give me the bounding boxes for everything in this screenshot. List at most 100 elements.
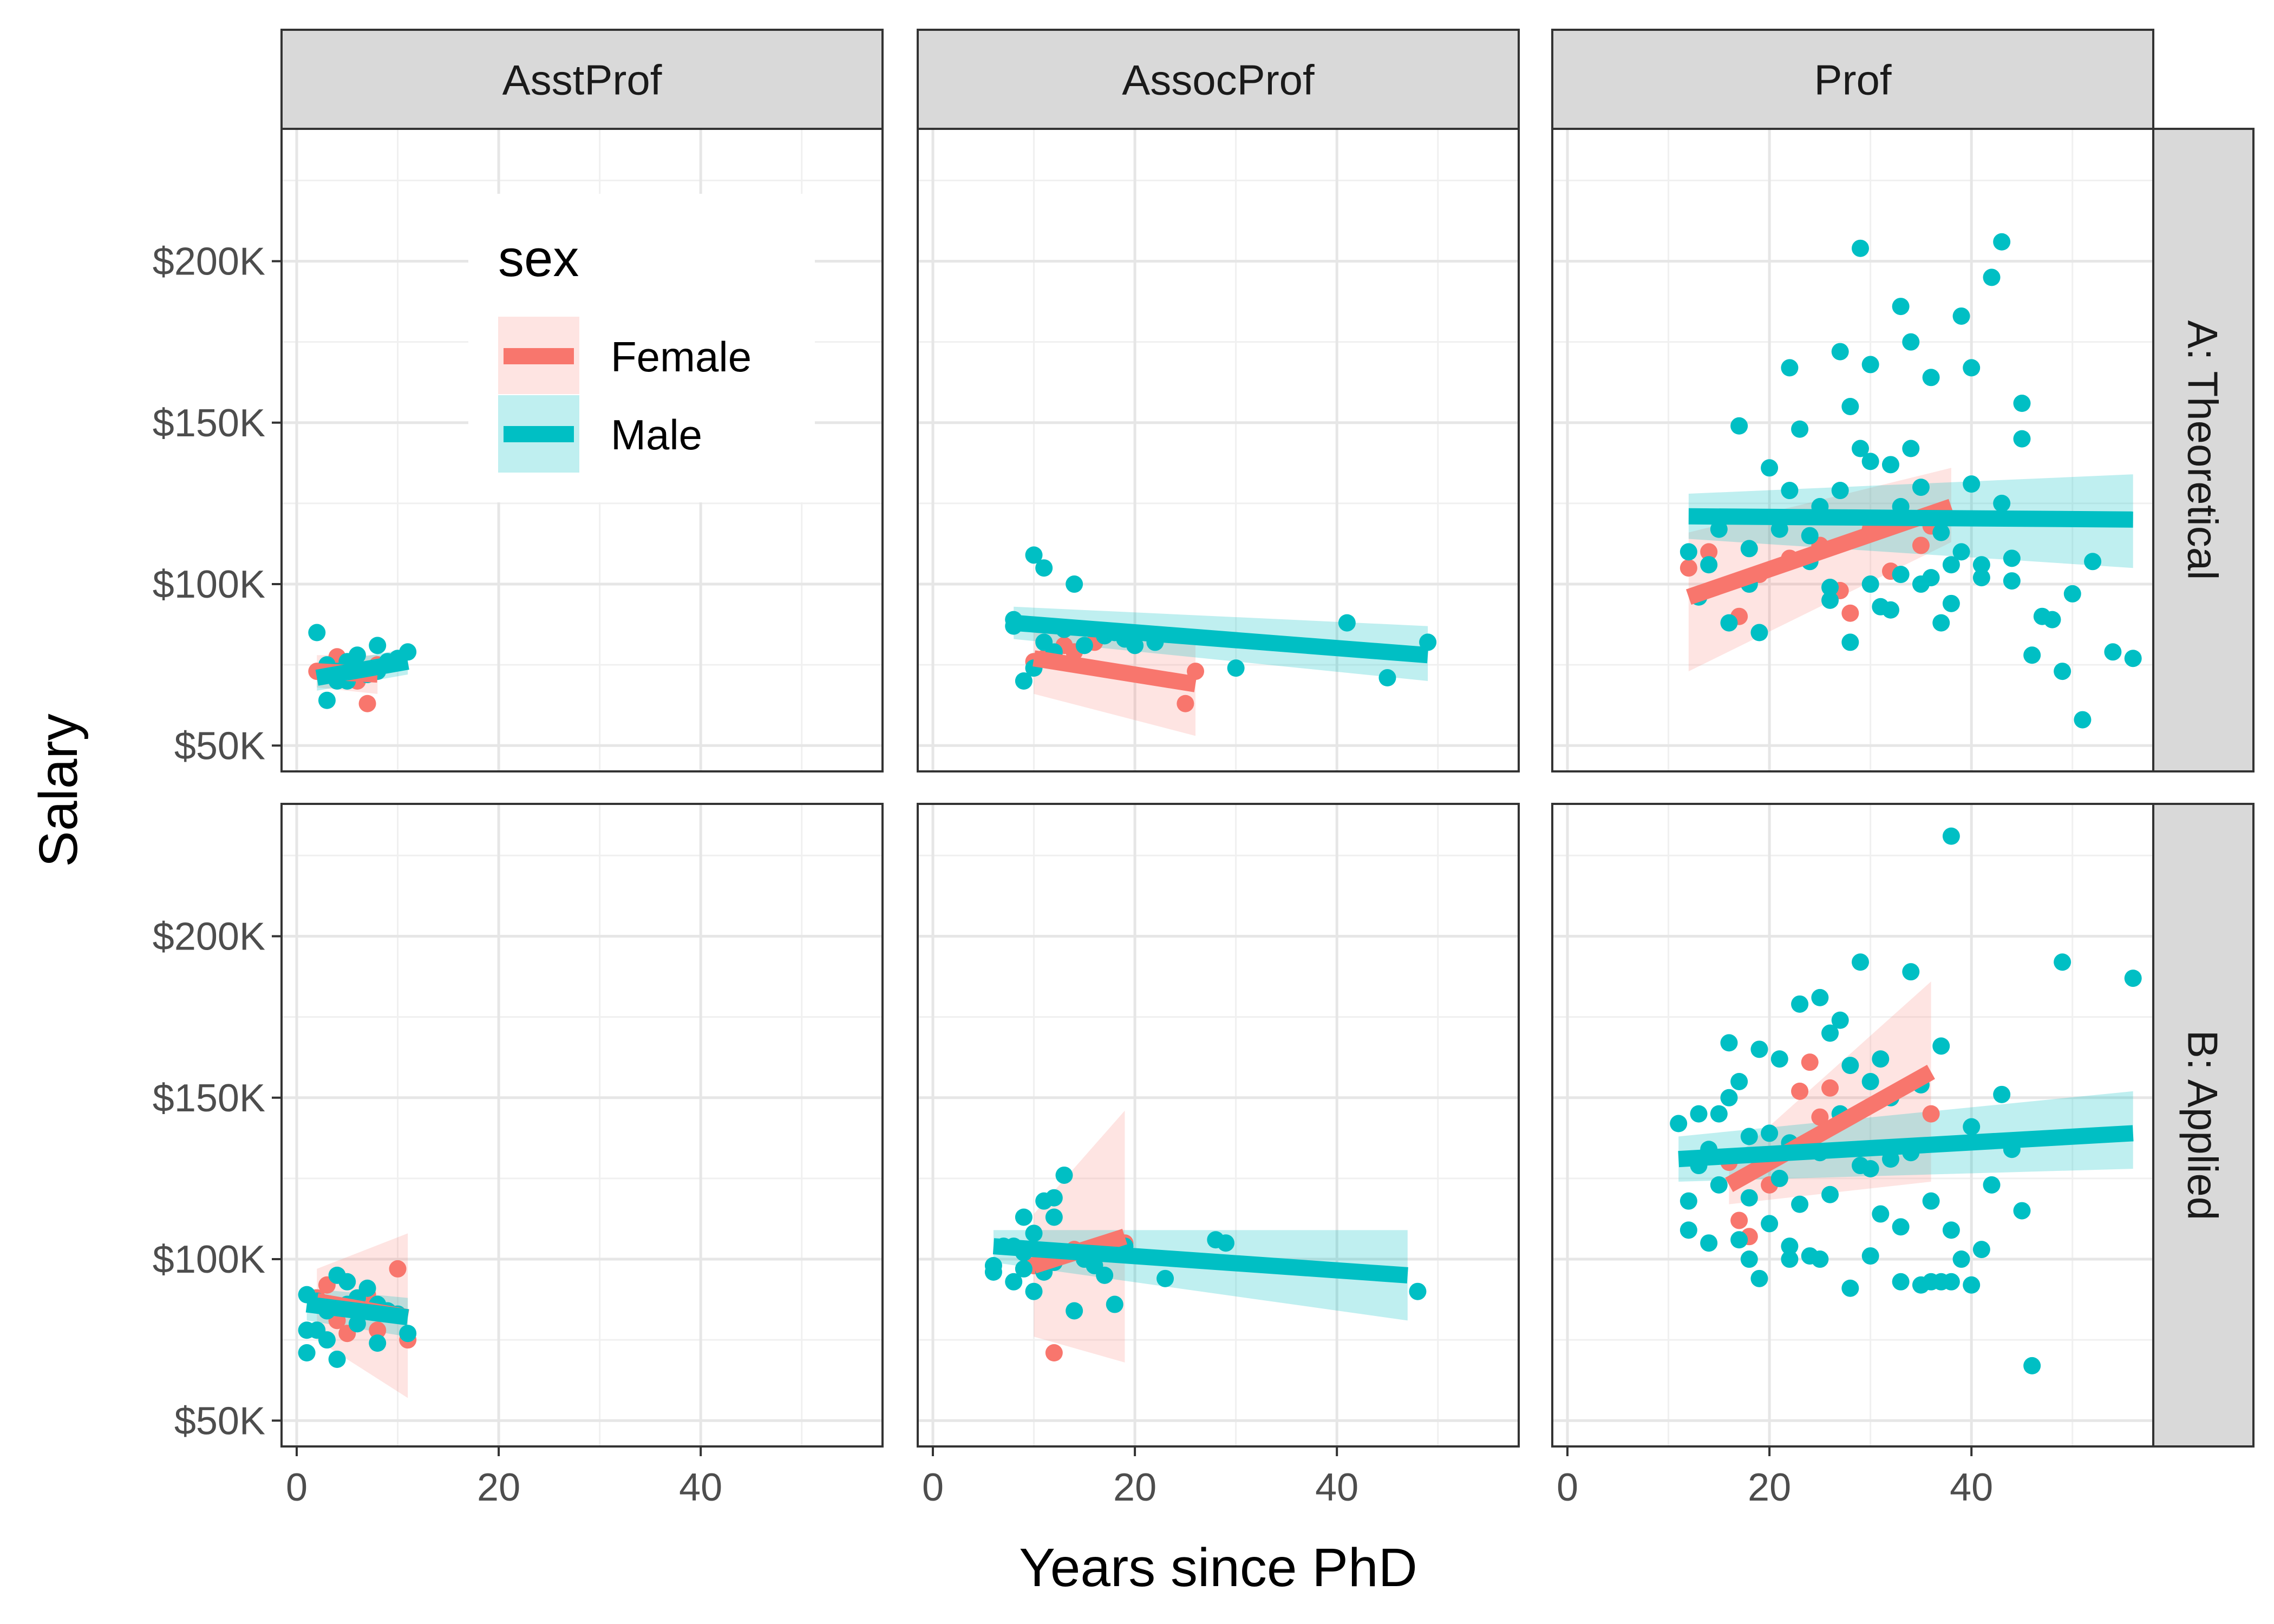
- data-point-male: [1710, 1105, 1728, 1123]
- data-point-male: [1106, 1295, 1123, 1313]
- data-point-male: [298, 1344, 316, 1362]
- data-point-male: [1730, 1231, 1748, 1249]
- data-point-male: [1025, 1282, 1043, 1300]
- data-point-male: [1791, 1195, 1809, 1213]
- data-point-male: [2054, 663, 2072, 680]
- axes: $50K $100K $150K $200K 0 20 40 $50K $100K $150K $2…: [153, 240, 1993, 1509]
- data-point-male: [369, 1334, 387, 1352]
- x-tick-label: 40: [1950, 1466, 1993, 1509]
- x-tick-label: 20: [1748, 1466, 1791, 1509]
- data-point-male: [1922, 1273, 1940, 1291]
- data-point-male: [1761, 1215, 1779, 1233]
- data-point-male: [1952, 543, 1970, 561]
- x-tick-label: 20: [1113, 1466, 1156, 1509]
- data-point-male: [1983, 269, 2001, 286]
- y-tick-label: $50K: [174, 724, 265, 768]
- data-point-male: [1730, 417, 1748, 435]
- data-point-male: [1025, 1224, 1043, 1242]
- data-point-male: [1700, 1234, 1718, 1252]
- data-point-male: [1972, 556, 1990, 574]
- strip-label: Prof: [1814, 56, 1891, 104]
- y-tick-label: $100K: [153, 563, 265, 606]
- data-point-male: [1831, 343, 1849, 361]
- data-point-male: [1740, 1250, 1758, 1268]
- data-point-male: [1922, 369, 1940, 387]
- data-point-male: [358, 1279, 376, 1297]
- data-point-male: [1075, 637, 1093, 654]
- data-point-male: [2003, 549, 2021, 567]
- data-point-female: [1680, 559, 1697, 577]
- data-point-male: [1338, 614, 1356, 632]
- data-point-male: [1821, 1024, 1839, 1042]
- data-point-male: [1861, 1072, 1879, 1090]
- data-point-male: [1811, 1250, 1829, 1268]
- data-point-male: [369, 637, 387, 654]
- data-point-female: [1801, 1053, 1819, 1071]
- data-point-male: [2124, 970, 2142, 987]
- data-point-male: [1750, 1040, 1768, 1058]
- data-point-male: [1821, 579, 1839, 597]
- data-point-male: [1892, 566, 1910, 584]
- data-point-female: [1922, 1105, 1940, 1123]
- data-point-male: [1892, 1273, 1910, 1291]
- data-point-male: [1791, 995, 1809, 1013]
- data-point-male: [1942, 827, 1960, 845]
- data-point-male: [1055, 1166, 1073, 1184]
- legend-key-male: [498, 395, 579, 473]
- data-point-male: [1770, 1050, 1788, 1068]
- data-point-female: [1700, 543, 1718, 561]
- data-point-male: [1670, 1115, 1688, 1132]
- data-point-male: [1902, 333, 1920, 351]
- data-point-male: [308, 624, 326, 641]
- data-point-male: [1791, 420, 1809, 438]
- data-point-male: [1963, 1276, 1981, 1294]
- data-point-male: [2043, 611, 2061, 628]
- data-point-male: [1932, 614, 1950, 632]
- data-point-female: [1791, 1082, 1809, 1100]
- data-point-female: [1177, 695, 1194, 712]
- data-point-male: [1861, 453, 1879, 470]
- data-point-male: [1831, 1011, 1849, 1029]
- data-point-male: [1217, 1234, 1234, 1252]
- data-point-male: [1851, 440, 1869, 457]
- data-point-male: [1761, 459, 1779, 477]
- data-point-male: [1892, 1218, 1910, 1236]
- data-point-male: [399, 1325, 417, 1343]
- data-point-male: [1972, 569, 1990, 587]
- data-point-male: [1942, 594, 1960, 612]
- fit-line-male: [1013, 614, 1429, 664]
- data-point-male: [1025, 546, 1043, 564]
- y-tick-label: $150K: [153, 1077, 265, 1120]
- data-point-male: [1781, 359, 1799, 377]
- data-point-male: [2074, 711, 2092, 729]
- fit-line-female: [1033, 650, 1197, 692]
- data-point-male: [1720, 614, 1738, 632]
- data-point-male: [1983, 1176, 2001, 1194]
- strip-background: [280, 29, 884, 130]
- data-point-male: [2023, 646, 2041, 664]
- strip-background: [1551, 29, 2154, 130]
- data-point-male: [1841, 1057, 1859, 1075]
- x-tick-label: 20: [477, 1466, 520, 1509]
- fit-line-male: [315, 653, 409, 686]
- data-point-male: [1972, 1241, 1990, 1259]
- data-point-male: [2124, 650, 2142, 667]
- data-point-male: [1781, 1237, 1799, 1255]
- data-point-male: [1932, 523, 1950, 541]
- data-point-male: [1942, 1221, 1960, 1239]
- data-point-male: [1750, 624, 1768, 641]
- data-point-male: [1740, 1128, 1758, 1145]
- data-point-male: [1872, 1050, 1890, 1068]
- data-point-male: [1045, 1189, 1063, 1207]
- data-point-male: [1801, 527, 1819, 545]
- data-point-male: [1740, 1189, 1758, 1207]
- fit-line-male: [1688, 508, 2133, 528]
- data-point-male: [1409, 1282, 1427, 1300]
- data-point-male: [2013, 1202, 2031, 1220]
- data-point-male: [1700, 556, 1718, 574]
- x-tick-label: 0: [922, 1466, 944, 1509]
- data-point-male: [1861, 575, 1879, 593]
- data-point-male: [1851, 953, 1869, 971]
- data-point-male: [1892, 298, 1910, 316]
